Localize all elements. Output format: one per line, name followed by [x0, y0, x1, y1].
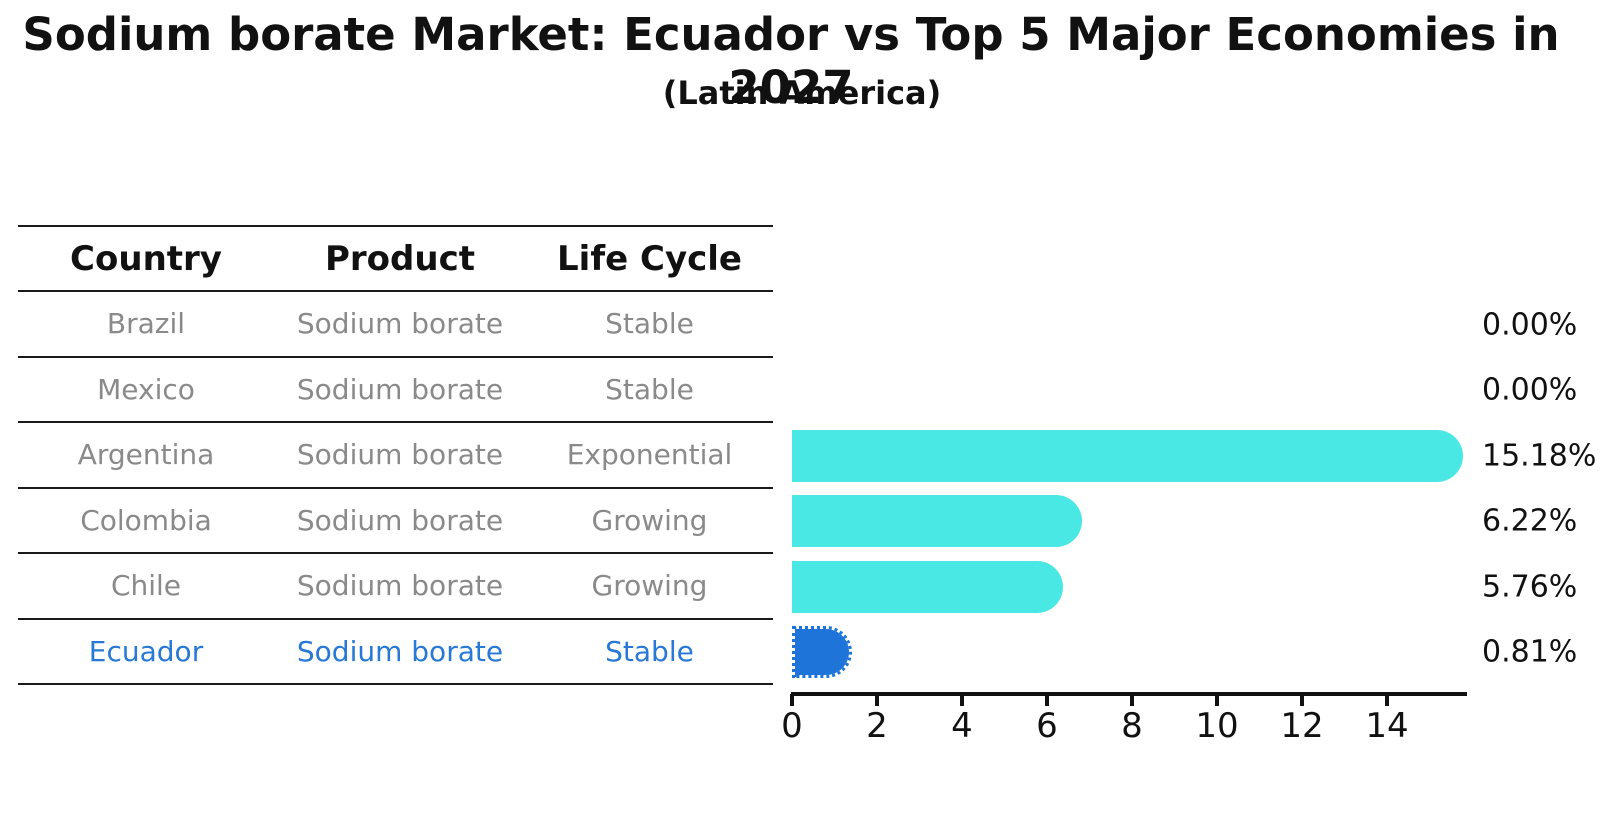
header-product: Product [325, 238, 475, 279]
value-label: 15.18% [1482, 438, 1597, 474]
value-label: 6.22% [1482, 503, 1578, 539]
product-cell: Sodium borate [296, 372, 504, 406]
value-label: 5.76% [1482, 569, 1578, 605]
life-cycle-cell: Stable [605, 634, 694, 668]
life-cycle-cell: Stable [605, 307, 694, 341]
value-label: 0.00% [1482, 372, 1578, 408]
table-row-mexico: Mexico Sodium borate Stable [18, 358, 773, 423]
x-axis-tick-label: 8 [1121, 706, 1143, 746]
product-cell: Sodium borate [296, 438, 504, 472]
bar-ecuador [792, 626, 853, 679]
product-cell: Sodium borate [296, 307, 504, 341]
x-axis-tick [1130, 694, 1134, 706]
life-cycle-cell: Growing [591, 569, 708, 603]
bar-colombia [792, 495, 1083, 548]
x-axis-tick [1385, 694, 1389, 706]
x-axis-tick-label: 12 [1280, 706, 1324, 746]
life-cycle-cell: Exponential [566, 438, 733, 472]
bar-argentina [792, 429, 1464, 482]
x-axis-tick [790, 694, 794, 706]
table-row-brazil: Brazil Sodium borate Stable [18, 292, 773, 358]
bar-row-mexico: 0.00% [775, 358, 1604, 424]
chart-subtitle: (Latin America) [662, 74, 942, 112]
country-cell: Colombia [80, 503, 212, 537]
table-row-colombia: Colombia Sodium borate Growing [18, 489, 773, 554]
header-country: Country [70, 238, 222, 279]
bar-row-chile: 5.76% [775, 554, 1604, 620]
value-label: 0.81% [1482, 634, 1578, 670]
product-cell: Sodium borate [296, 634, 504, 668]
table-row-chile: Chile Sodium borate Growing [18, 554, 773, 620]
bar-row-brazil: 0.00% [775, 292, 1604, 358]
x-axis-tick-label: 4 [951, 706, 973, 746]
table-header-row: Country Product Life Cycle [18, 227, 773, 292]
bar-row-argentina: 15.18% [775, 423, 1604, 489]
country-cell: Mexico [97, 372, 195, 406]
table-row-argentina: Argentina Sodium borate Exponential [18, 423, 773, 489]
bar-chile [792, 560, 1063, 613]
x-axis-tick [1300, 694, 1304, 706]
x-axis-tick-label: 0 [781, 706, 803, 746]
country-cell: Brazil [106, 307, 186, 341]
chart-title: Sodium borate Market: Ecuador vs Top 5 M… [22, 8, 1560, 114]
value-label: 0.00% [1482, 307, 1578, 343]
bar-row-colombia: 6.22% [775, 489, 1604, 555]
x-axis-line [791, 692, 1467, 696]
life-cycle-cell: Stable [605, 372, 694, 406]
product-cell: Sodium borate [296, 569, 504, 603]
x-axis-tick-label: 14 [1365, 706, 1409, 746]
x-axis-tick [1215, 694, 1219, 706]
product-cell: Sodium borate [296, 503, 504, 537]
bar-row-ecuador: 0.81% [775, 620, 1604, 686]
country-cell: Argentina [77, 438, 215, 472]
x-axis-tick-label: 10 [1195, 706, 1239, 746]
country-cell: Chile [110, 569, 182, 603]
x-axis-tick-label: 2 [866, 706, 888, 746]
table-row-ecuador: Ecuador Sodium borate Stable [18, 620, 773, 685]
x-axis-tick-label: 6 [1036, 706, 1058, 746]
header-life-cycle: Life Cycle [557, 238, 742, 279]
x-axis-tick [960, 694, 964, 706]
country-cell: Ecuador [88, 634, 204, 668]
bar-chart: 0.00% 0.00% 15.18% 6.22% 5.76% 0.81% [775, 292, 1604, 685]
life-cycle-cell: Growing [591, 503, 708, 537]
x-axis-tick [1045, 694, 1049, 706]
x-axis-tick [875, 694, 879, 706]
country-table: Country Product Life Cycle Brazil Sodium… [18, 225, 773, 685]
